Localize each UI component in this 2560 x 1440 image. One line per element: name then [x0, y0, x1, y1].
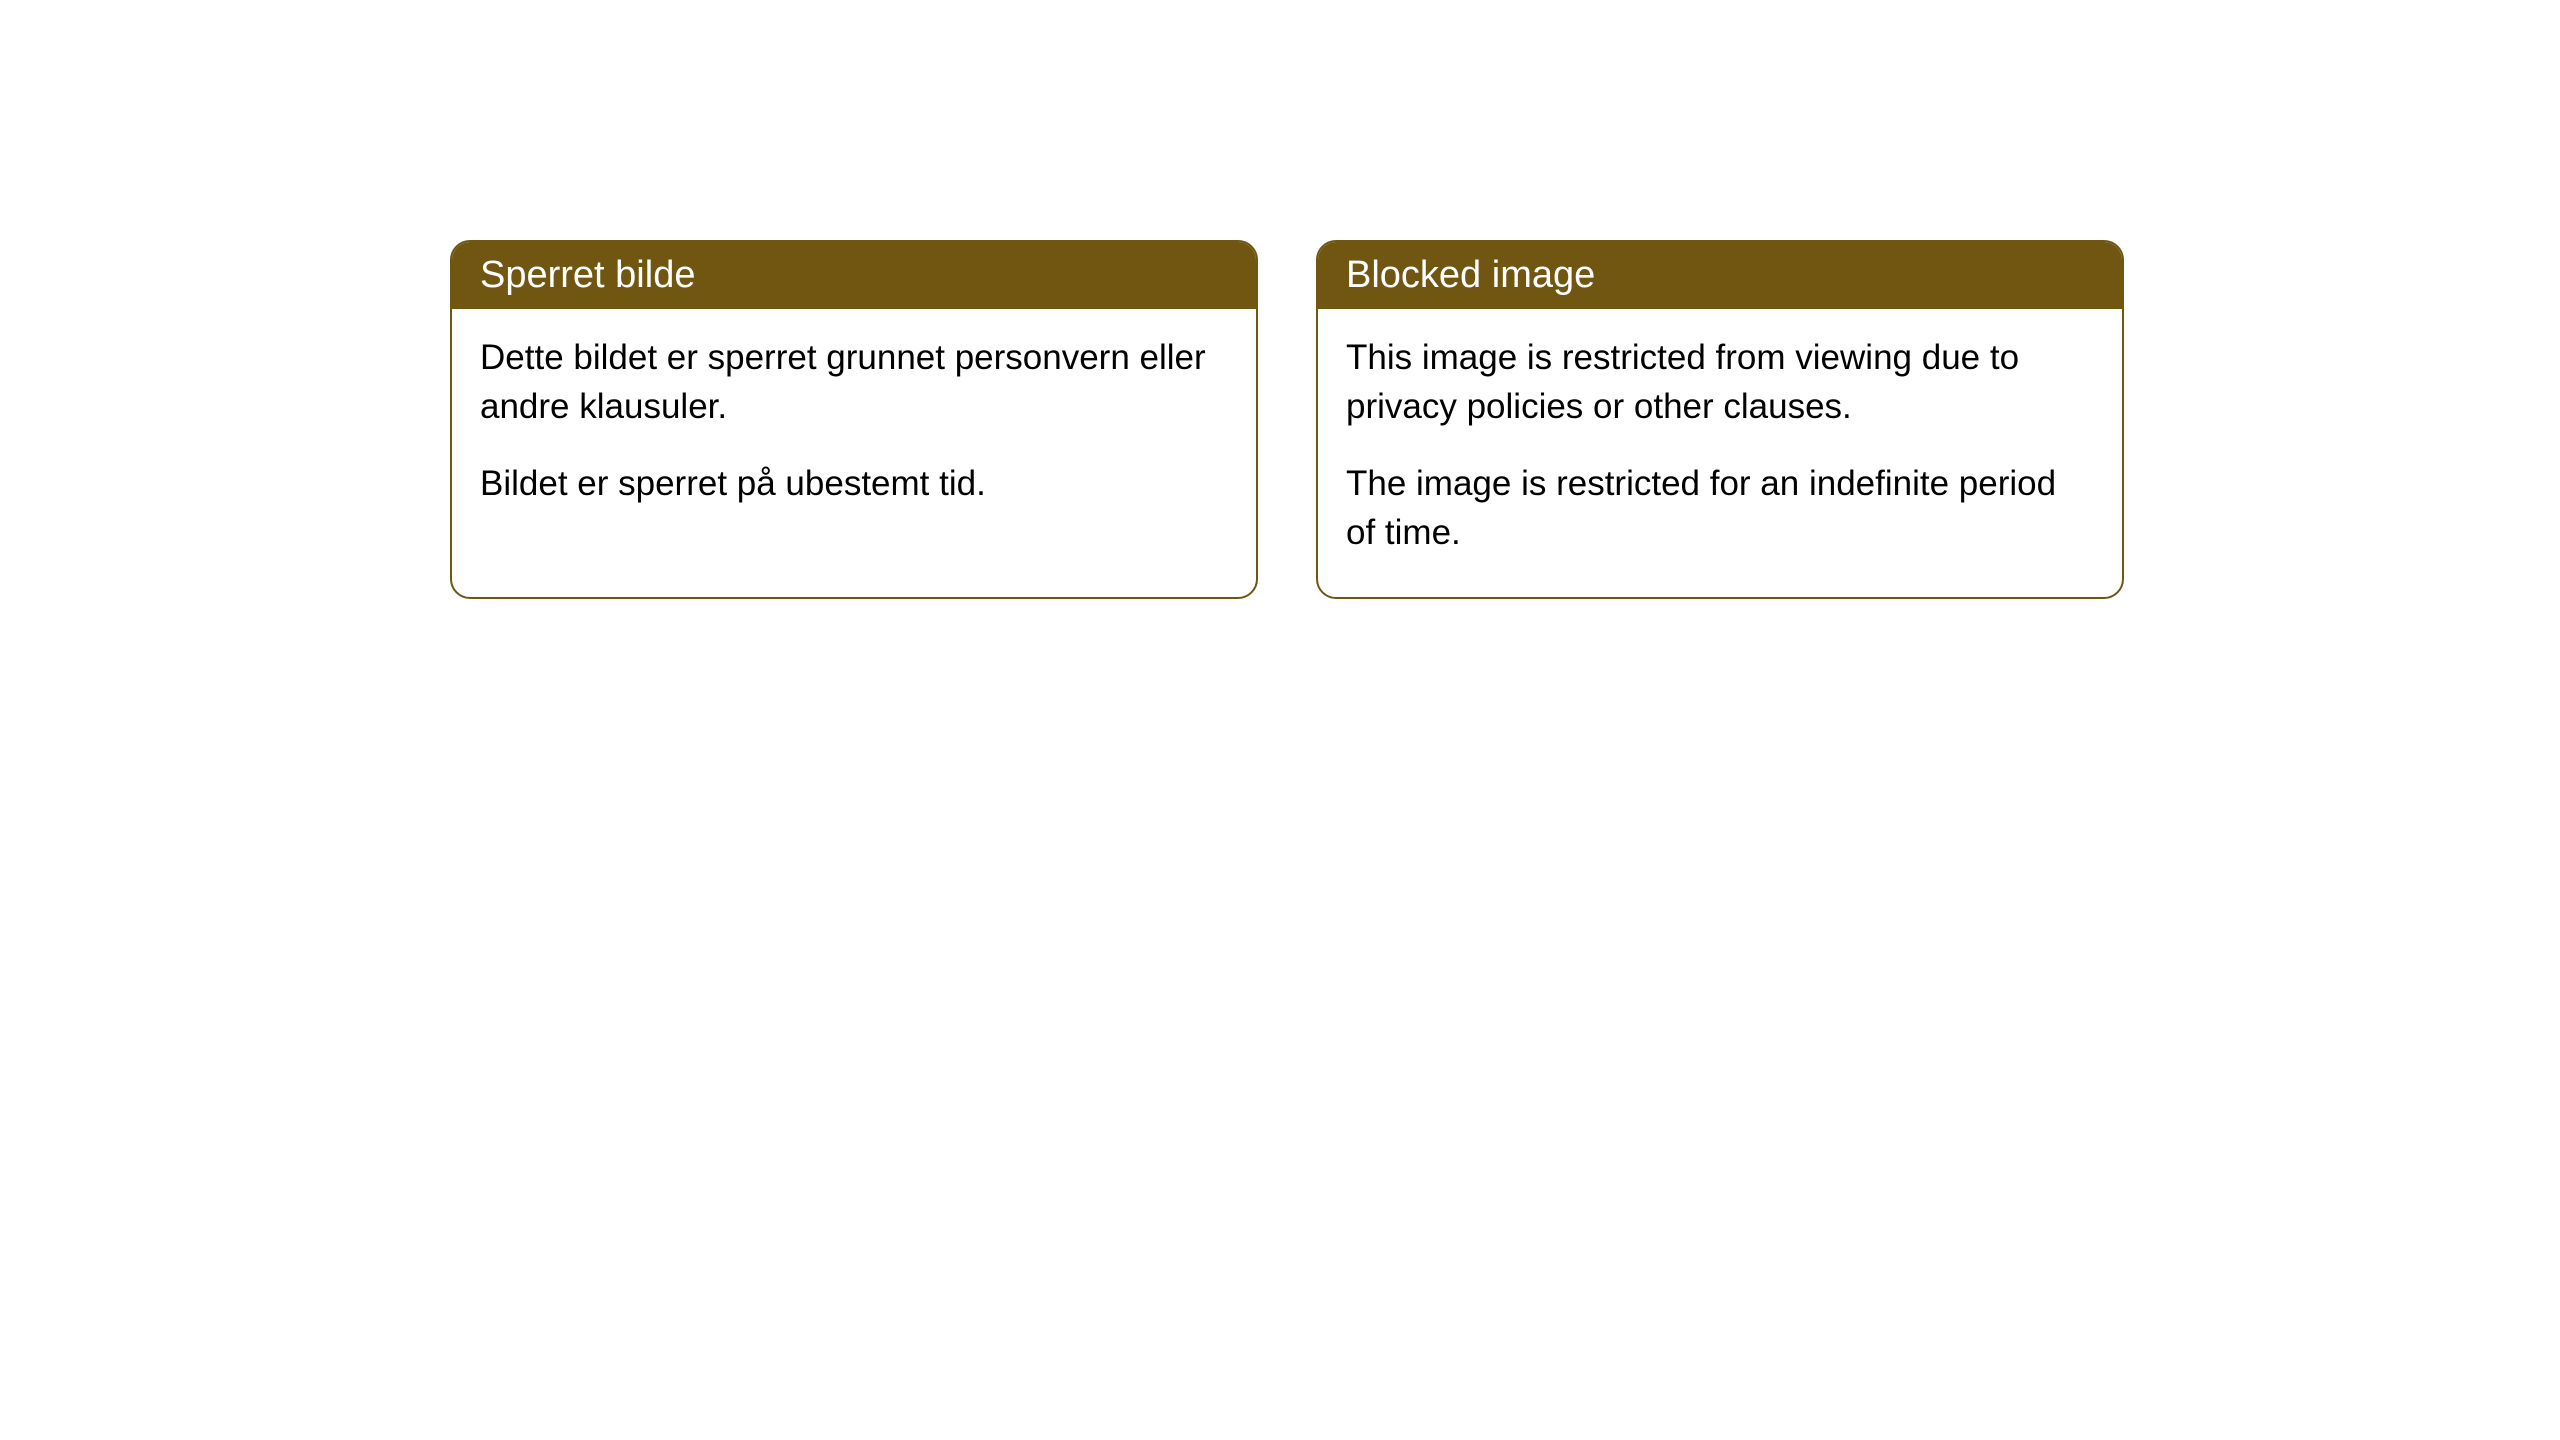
card-title: Sperret bilde	[480, 254, 695, 296]
card-paragraph: Bildet er sperret på ubestemt tid.	[480, 459, 1228, 508]
card-title: Blocked image	[1346, 254, 1595, 296]
card-body: This image is restricted from viewing du…	[1318, 309, 2122, 597]
card-paragraph: The image is restricted for an indefinit…	[1346, 459, 2094, 557]
card-paragraph: Dette bildet er sperret grunnet personve…	[480, 333, 1228, 431]
card-header: Sperret bilde	[452, 242, 1256, 309]
card-header: Blocked image	[1318, 242, 2122, 309]
info-cards-container: Sperret bilde Dette bildet er sperret gr…	[450, 240, 2124, 599]
card-paragraph: This image is restricted from viewing du…	[1346, 333, 2094, 431]
card-body: Dette bildet er sperret grunnet personve…	[452, 309, 1256, 548]
blocked-image-card-norwegian: Sperret bilde Dette bildet er sperret gr…	[450, 240, 1258, 599]
blocked-image-card-english: Blocked image This image is restricted f…	[1316, 240, 2124, 599]
